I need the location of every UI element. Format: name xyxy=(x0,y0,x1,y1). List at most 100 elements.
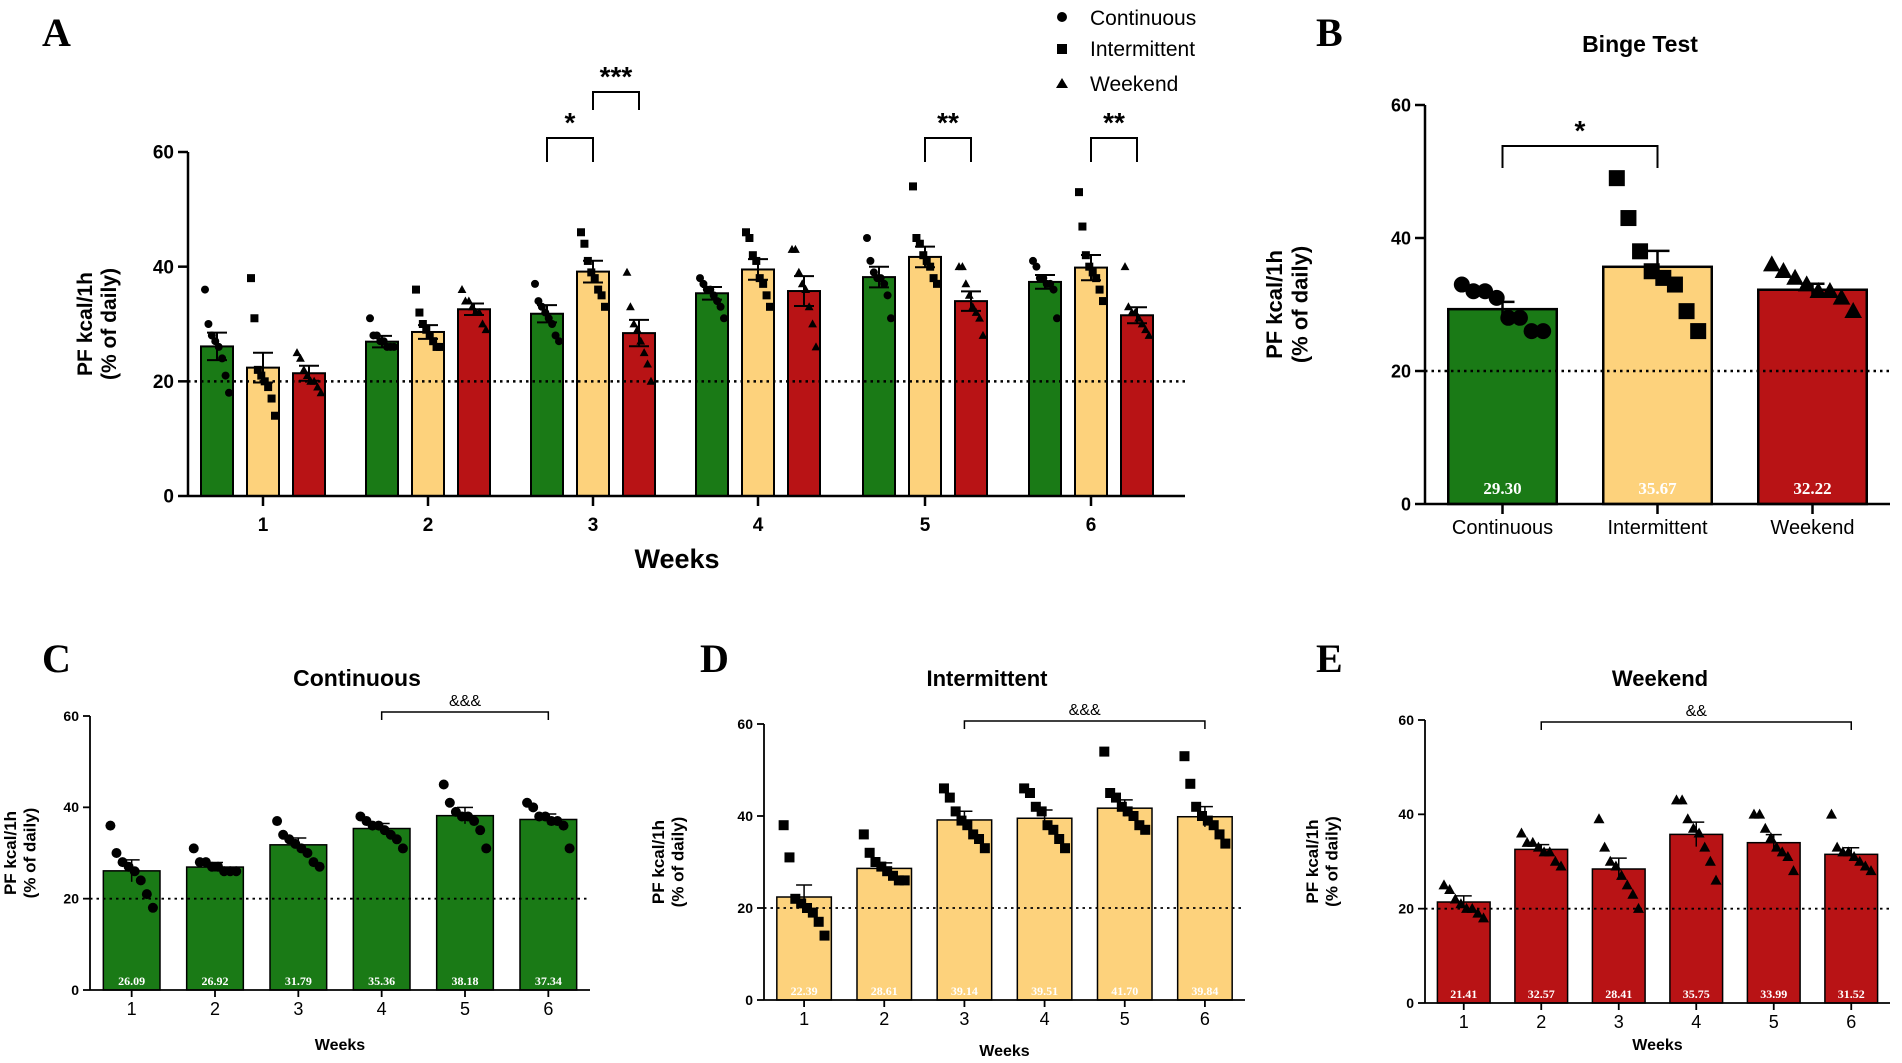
bar xyxy=(856,867,913,1001)
data-point xyxy=(412,285,420,294)
data-point xyxy=(272,816,283,827)
data-point xyxy=(622,267,632,276)
data-point xyxy=(391,834,402,845)
data-point xyxy=(590,274,599,283)
data-point xyxy=(1478,912,1490,923)
bar-value-label: 22.39 xyxy=(791,984,818,998)
data-point xyxy=(778,820,789,831)
x-tick-label: 6 xyxy=(1200,1009,1210,1029)
data-point xyxy=(632,325,642,334)
data-point xyxy=(429,337,438,346)
data-point xyxy=(1774,262,1793,279)
x-tick-label: 1 xyxy=(1459,1012,1469,1032)
bar-value-label: 26.92 xyxy=(202,974,229,988)
data-point xyxy=(1687,822,1699,833)
bracket-line xyxy=(1540,721,1852,730)
bar-value-label: 21.41 xyxy=(1450,987,1477,1001)
data-point xyxy=(464,296,474,305)
y-tick-label: 60 xyxy=(1398,712,1414,728)
panel-c-chart: 0 20 40 60 PF kcal/1h (% of daily) 26.09 1 26.92… xyxy=(1,693,590,1054)
data-point xyxy=(1130,307,1140,316)
x-axis-label: Weeks xyxy=(634,544,719,574)
panel-letter-a: A xyxy=(42,10,71,55)
data-point xyxy=(1122,806,1133,817)
data-point xyxy=(1842,846,1854,857)
x-tick-label: Weekend xyxy=(1770,517,1854,539)
data-point xyxy=(422,325,431,334)
data-point xyxy=(444,797,455,808)
data-point xyxy=(1616,869,1628,880)
bar-value-label: 33.99 xyxy=(1760,987,1787,1001)
data-point xyxy=(1049,285,1058,294)
significance-label: ** xyxy=(937,107,959,138)
bar xyxy=(908,255,942,498)
x-tick-label: 4 xyxy=(753,515,764,536)
data-point xyxy=(971,307,981,316)
data-point xyxy=(313,382,322,391)
data-point xyxy=(247,274,255,283)
bar xyxy=(862,276,896,497)
legend: Continuous Intermittent Weekend xyxy=(1056,7,1196,96)
data-point xyxy=(745,234,754,242)
data-point xyxy=(866,256,875,265)
bar xyxy=(411,330,445,497)
bar-value-label: 29.30 xyxy=(1483,479,1521,498)
bar-value-label: 39.51 xyxy=(1031,984,1058,998)
panel-letter-c: C xyxy=(42,636,71,681)
data-point xyxy=(1099,746,1110,757)
data-point xyxy=(1682,813,1694,824)
data-point xyxy=(583,256,592,265)
data-point xyxy=(1191,801,1202,812)
legend-weekend-label: Weekend xyxy=(1090,73,1178,96)
data-point xyxy=(253,365,262,374)
data-point xyxy=(1042,820,1053,831)
panel-b-title: Binge Test xyxy=(1582,31,1698,57)
data-point xyxy=(1759,822,1771,833)
bracket-label: &&& xyxy=(449,693,481,710)
data-point xyxy=(1854,855,1866,866)
data-point xyxy=(1500,309,1517,326)
data-point xyxy=(1444,884,1456,895)
data-point xyxy=(1620,210,1637,227)
data-point xyxy=(1466,902,1478,913)
bar-value-label: 35.75 xyxy=(1683,987,1710,1001)
data-point xyxy=(791,244,800,253)
data-point xyxy=(956,815,967,826)
data-point xyxy=(720,314,728,323)
data-point xyxy=(1704,855,1716,866)
data-point xyxy=(1465,283,1482,300)
data-point xyxy=(1831,841,1843,852)
data-point xyxy=(876,861,887,872)
y-axis-label: (% of daily) xyxy=(669,817,688,908)
data-point xyxy=(1844,301,1862,318)
data-point xyxy=(858,829,869,840)
panel-letter-b: B xyxy=(1316,10,1343,55)
data-point xyxy=(1511,309,1528,326)
data-point xyxy=(1676,794,1688,805)
x-tick-label: 6 xyxy=(1086,515,1097,536)
significance-bracket xyxy=(924,137,972,162)
y-tick-label: 20 xyxy=(63,891,79,907)
data-point xyxy=(1185,778,1196,789)
data-point xyxy=(135,875,146,886)
data-point xyxy=(292,348,302,357)
data-point xyxy=(742,228,750,237)
x-tick-label: 4 xyxy=(1691,1012,1701,1032)
data-point xyxy=(752,256,761,265)
y-tick-label: 20 xyxy=(737,900,753,916)
y-axis-label: (% of daily) xyxy=(1287,246,1312,363)
data-point xyxy=(1179,751,1190,762)
data-point xyxy=(813,916,824,927)
panel-letter-e: E xyxy=(1316,636,1343,681)
bar xyxy=(787,290,821,497)
data-point xyxy=(467,302,477,311)
data-point xyxy=(1527,836,1539,847)
data-point xyxy=(141,889,152,900)
data-point xyxy=(1532,841,1544,852)
data-point xyxy=(1220,838,1231,849)
data-point xyxy=(1693,827,1705,838)
data-point xyxy=(808,319,817,328)
data-point xyxy=(1627,888,1639,899)
x-axis-label: Weeks xyxy=(979,1043,1030,1060)
